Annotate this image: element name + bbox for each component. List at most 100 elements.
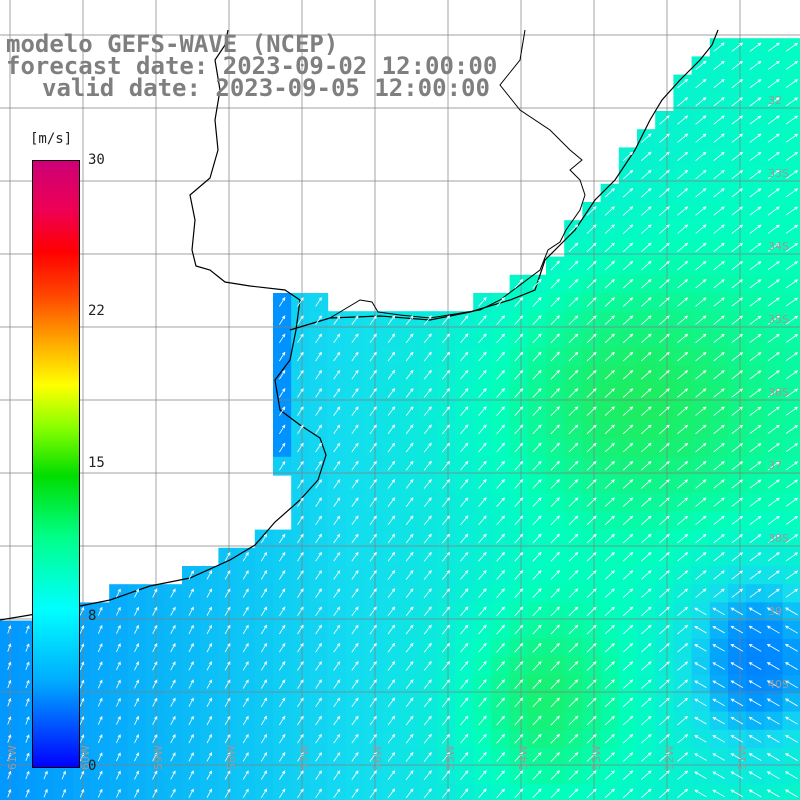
wind-cell — [746, 220, 765, 239]
wind-arrow — [79, 606, 85, 616]
wind-cell — [655, 566, 674, 585]
wind-arrow — [677, 279, 689, 289]
wind-arrow — [677, 370, 689, 380]
wind-arrow — [260, 624, 267, 635]
wind-cell — [691, 347, 711, 367]
wind-arrow — [622, 206, 634, 216]
wind-arrow — [622, 661, 634, 671]
wind-cell — [236, 638, 256, 658]
wind-arrow — [532, 388, 542, 398]
wind-cell — [473, 329, 492, 349]
wind-cell — [273, 693, 292, 713]
wind-cell — [509, 420, 529, 440]
wind-cell — [436, 784, 456, 800]
wind-arrow — [730, 753, 744, 761]
wind-arrow — [748, 716, 762, 725]
wind-arrow — [460, 752, 469, 762]
wind-arrow — [387, 679, 396, 689]
title-model: modelo GEFS-WAVE (NCEP) — [6, 30, 339, 58]
wind-cell — [782, 711, 800, 731]
wind-arrow — [315, 460, 322, 471]
wind-arrow — [677, 297, 689, 307]
wind-arrow — [460, 424, 469, 435]
wind-arrow — [514, 533, 524, 544]
wind-arrow — [242, 551, 249, 562]
wind-arrow — [405, 424, 414, 435]
wind-cell — [673, 529, 693, 549]
lon-label: 59W — [152, 745, 165, 770]
wind-cell — [527, 493, 547, 512]
wind-arrow — [7, 643, 12, 652]
wind-arrow — [767, 206, 780, 216]
wind-arrow — [333, 497, 341, 507]
wind-cell — [673, 111, 693, 130]
wind-cell — [746, 129, 765, 148]
wind-cell — [491, 329, 511, 349]
wind-cell — [655, 329, 674, 349]
wind-arrow — [568, 770, 579, 780]
wind-arrow — [514, 624, 524, 635]
wind-arrow — [713, 297, 725, 307]
wind-arrow — [97, 606, 103, 616]
wind-arrow — [785, 370, 799, 380]
wind-arrow — [641, 461, 652, 471]
wind-cell — [637, 220, 656, 239]
wind-arrow — [224, 697, 231, 707]
wind-cell — [546, 675, 565, 694]
wind-arrow — [622, 188, 634, 198]
wind-cell — [509, 456, 529, 476]
wind-arrow — [641, 406, 652, 416]
wind-arrow — [116, 788, 121, 798]
wind-arrow — [766, 771, 780, 780]
wind-cell — [473, 602, 492, 622]
wind-cell — [600, 438, 620, 458]
wind-cell — [418, 475, 438, 494]
wind-arrow — [423, 442, 432, 453]
wind-cell — [709, 511, 729, 531]
wind-cell — [673, 256, 693, 276]
wind-arrow — [659, 752, 670, 762]
wind-cell — [691, 402, 711, 421]
wind-arrow — [315, 752, 322, 762]
wind-cell — [254, 529, 274, 549]
wind-arrow — [766, 734, 780, 743]
wind-cell — [218, 602, 238, 622]
wind-arrow — [496, 752, 505, 762]
wind-arrow — [641, 533, 652, 544]
wind-cell — [182, 584, 201, 603]
wind-arrow — [604, 279, 615, 289]
wind-cell — [145, 748, 165, 767]
wind-arrow — [460, 715, 469, 726]
wind-arrow — [333, 369, 341, 380]
wind-cell — [637, 129, 656, 148]
wind-cell — [473, 547, 492, 567]
wind-cell — [364, 456, 383, 476]
wind-arrow — [152, 697, 158, 707]
wind-arrow — [152, 606, 158, 616]
wind-arrow — [514, 515, 524, 526]
wind-cell — [764, 402, 784, 421]
wind-arrow — [622, 479, 634, 489]
wind-cell — [637, 657, 656, 676]
wind-cell — [145, 620, 165, 640]
wind-arrow — [550, 369, 560, 380]
wind-cell — [527, 365, 547, 385]
wind-arrow — [242, 606, 249, 616]
wind-cell — [782, 729, 800, 749]
wind-arrow — [749, 206, 762, 216]
wind-cell — [309, 475, 329, 494]
wind-arrow — [568, 369, 579, 380]
wind-arrow — [550, 788, 560, 799]
wind-arrow — [784, 753, 798, 761]
wind-arrow — [423, 351, 432, 362]
wind-arrow — [441, 715, 451, 726]
lat-label: 32 — [768, 94, 782, 107]
wind-cell — [418, 329, 438, 349]
wind-arrow — [677, 333, 689, 344]
wind-cell — [546, 475, 565, 494]
wind-cell — [709, 183, 729, 203]
wind-arrow — [695, 388, 707, 398]
wind-cell — [600, 420, 620, 440]
wind-cell — [564, 274, 583, 294]
wind-arrow — [532, 551, 542, 562]
